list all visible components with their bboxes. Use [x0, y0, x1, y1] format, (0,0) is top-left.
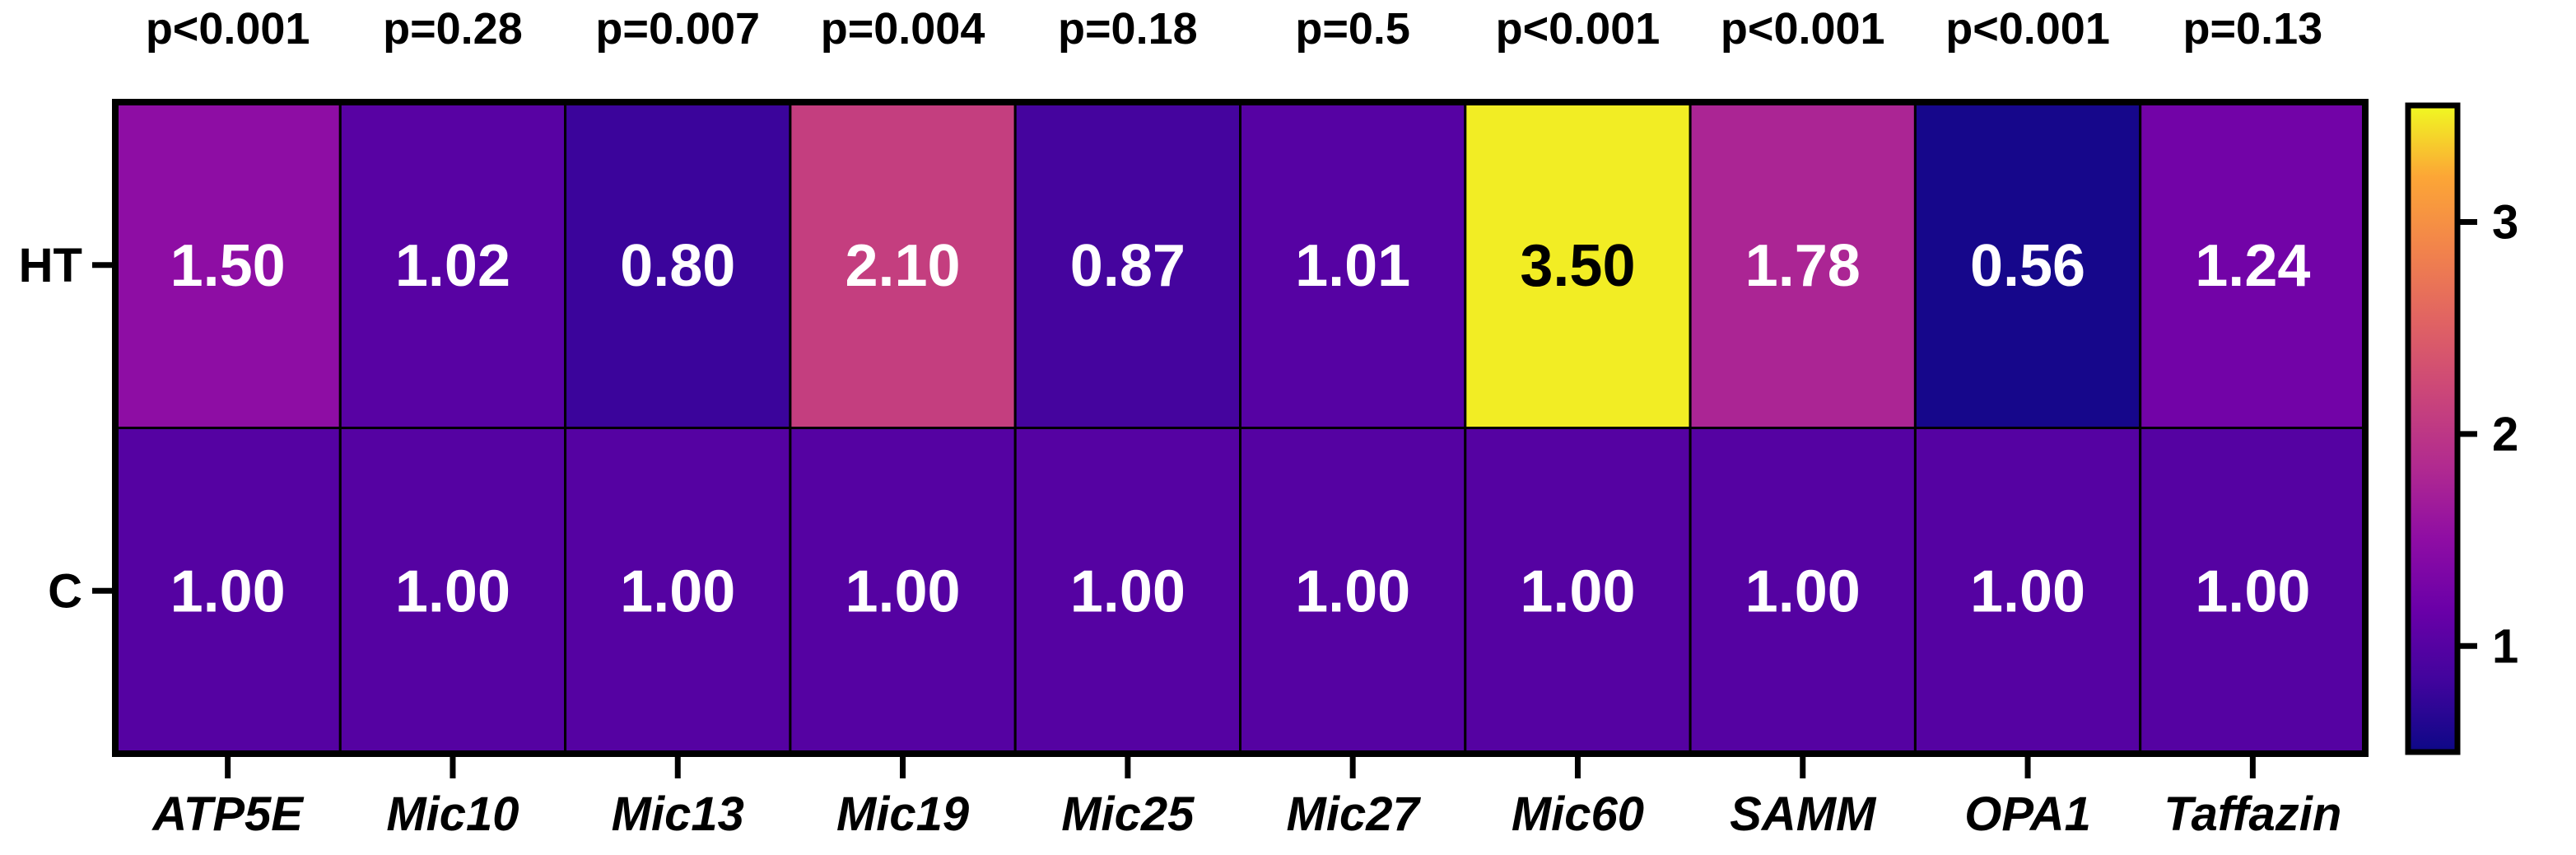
p-value-label: p=0.007	[595, 4, 760, 54]
x-axis: ATP5E Mic10 Mic13 Mic19 Mic25 Mic27 Mic60 SAMM O…	[151, 754, 2341, 841]
heatmap-cell-c-samm	[1689, 427, 1917, 755]
heatmap-cell-ht-atp5e	[114, 100, 342, 429]
colorbar: 1 2 3	[2405, 102, 2518, 755]
p-value-label: p=0.18	[1058, 4, 1198, 54]
cell-value-labels: 1.50 1.02 0.80 2.10 0.87 1.01 3.50 1.78 0.56 1.24…	[170, 233, 2311, 625]
cell-value-label: 1.78	[1745, 233, 1861, 299]
x-tick-label: Mic25	[1061, 787, 1195, 841]
cell-value-label: 1.00	[2195, 558, 2310, 624]
heatmap-cell-ht-mic25	[1013, 100, 1241, 429]
p-value-label: p=0.13	[2183, 4, 2323, 54]
cell-value-label: 3.50	[1520, 233, 1635, 299]
cell-value-label: 2.10	[845, 233, 960, 299]
cell-value-label: 1.00	[845, 558, 960, 624]
cell-value-label: 0.56	[1970, 233, 2085, 299]
heatmap-cells	[114, 100, 2367, 755]
x-tick-label: Mic13	[612, 787, 744, 841]
cell-value-label: 1.00	[1520, 558, 1635, 624]
y-tick-label: HT	[19, 239, 82, 292]
colorbar-ticks: 1 2 3	[2457, 196, 2518, 673]
heatmap-cell-c-mic13	[564, 427, 792, 755]
x-tick-label: Mic27	[1287, 787, 1422, 841]
p-value-label: p=0.28	[383, 4, 523, 54]
p-value-label: p<0.001	[146, 4, 310, 54]
x-tick-label: Mic19	[836, 787, 969, 841]
cell-value-label: 1.24	[2195, 233, 2310, 299]
cell-value-label: 1.00	[620, 558, 735, 624]
heatmap-cell-c-mic60	[1464, 427, 1692, 755]
x-tick-label: ATP5E	[151, 787, 305, 841]
heatmap-cell-ht-mic27	[1239, 100, 1467, 429]
colorbar-tick-label: 3	[2492, 196, 2518, 250]
x-tick-label: Taffazin	[2164, 787, 2341, 841]
heatmap-cell-ht-taffazin	[2139, 100, 2367, 429]
cell-value-label: 0.87	[1070, 233, 1186, 299]
x-tick-label: Mic10	[386, 787, 519, 841]
heatmap-cell-ht-mic10	[338, 100, 567, 429]
cell-value-label: 1.50	[170, 233, 286, 299]
heatmap-cell-c-taffazin	[2139, 427, 2367, 755]
cell-value-label: 0.80	[620, 233, 735, 299]
cell-value-label: 1.00	[1970, 558, 2085, 624]
heatmap-cell-c-opa1	[1913, 427, 2142, 755]
cell-value-label: 1.00	[1070, 558, 1186, 624]
cell-value-label: 1.00	[395, 558, 510, 624]
p-value-label: p<0.001	[1721, 4, 1885, 54]
p-value-label: p=0.004	[821, 4, 985, 54]
colorbar-tick-label: 2	[2492, 408, 2518, 461]
cell-value-label: 1.02	[395, 233, 510, 299]
heatmap-cell-c-mic19	[789, 427, 1017, 755]
heatmap-cell-c-mic10	[338, 427, 567, 755]
y-tick-label: C	[48, 564, 82, 618]
p-value-labels: p<0.001 p=0.28 p=0.007 p=0.004 p=0.18 p=0.5 p<…	[146, 4, 2322, 54]
cell-value-label: 1.01	[1295, 233, 1410, 299]
x-tick-label: OPA1	[1964, 787, 2091, 841]
colorbar-tick-label: 1	[2492, 619, 2518, 673]
cell-value-label: 1.00	[170, 558, 286, 624]
p-value-label: p<0.001	[1945, 4, 2110, 54]
cell-value-label: 1.00	[1295, 558, 1410, 624]
heatmap-cell-c-mic27	[1239, 427, 1467, 755]
heatmap-cell-ht-mic19	[789, 100, 1017, 429]
x-tick-label: SAMM	[1730, 787, 1877, 841]
p-value-label: p=0.5	[1295, 4, 1410, 54]
p-value-label: p<0.001	[1496, 4, 1661, 54]
colorbar-gradient	[2405, 102, 2461, 755]
heatmap-cell-ht-samm	[1689, 100, 1917, 429]
heatmap-cell-c-mic25	[1013, 427, 1241, 755]
cell-value-label: 1.00	[1745, 558, 1861, 624]
y-axis: HT C	[19, 239, 115, 618]
plot-frame	[112, 99, 2369, 757]
x-tick-label: Mic60	[1512, 787, 1644, 841]
